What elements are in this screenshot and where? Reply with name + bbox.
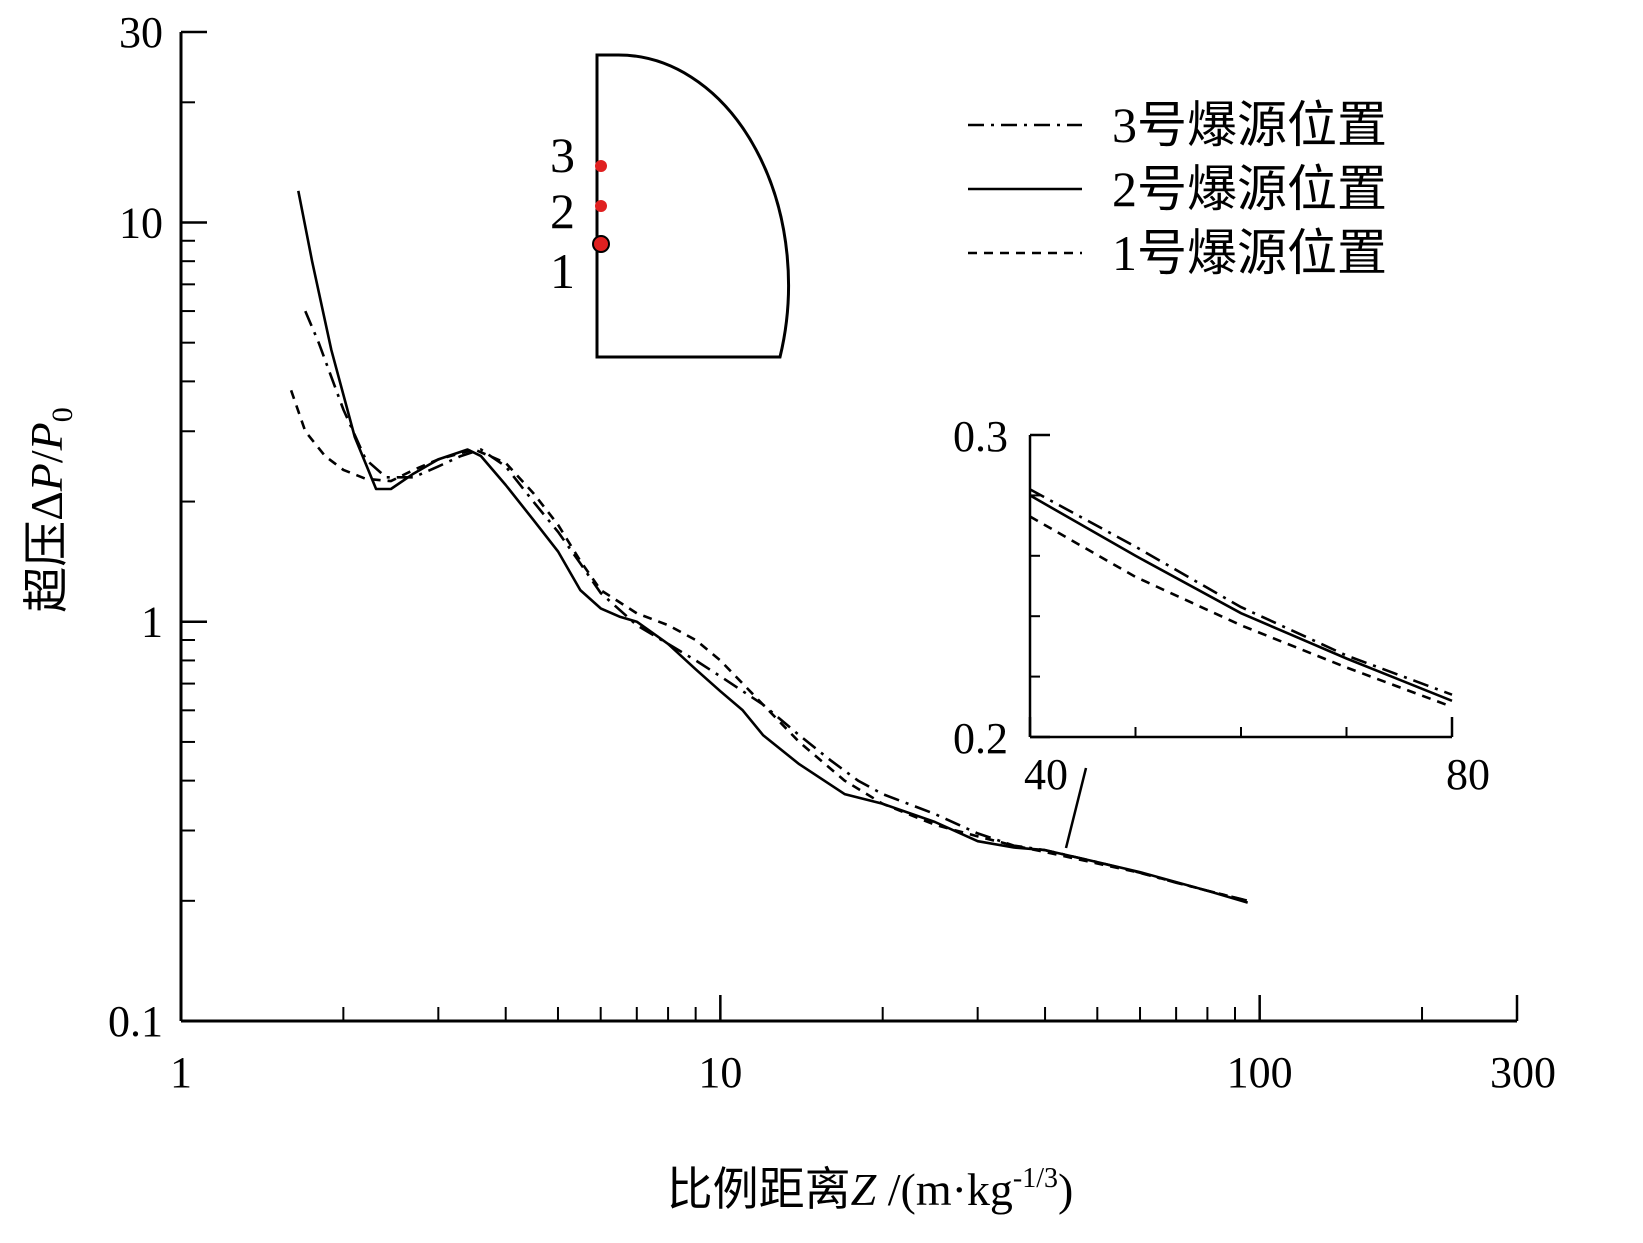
x-tick-label: 10: [698, 1048, 742, 1097]
inset-series-line-1: [1029, 515, 1453, 709]
schematic-inset: 3 2 1: [550, 53, 791, 359]
legend-label: 3号爆源位置: [1112, 97, 1387, 153]
inset-x-tick-label: 80: [1446, 750, 1490, 799]
source-marker-3: [595, 160, 607, 172]
x-axis-title-unit-sup: -1/3: [1013, 1163, 1058, 1194]
x-tick-label: 300: [1490, 1048, 1556, 1097]
inset-series-line-2: [1029, 494, 1453, 703]
x-axis-title-var: Z: [851, 1164, 877, 1215]
x-axis-title-unit-close: ): [1058, 1164, 1073, 1215]
schematic-outline: [595, 53, 791, 359]
inset-axes: 40 80 0.2 0.3: [953, 412, 1490, 799]
legend-label: 1号爆源位置: [1112, 225, 1387, 281]
main-series-group: [289, 190, 1249, 904]
y-axis-title: 超压ΔP/P0: [21, 407, 79, 613]
inset-series-line-3: [1029, 488, 1453, 696]
x-axis-title-unit: /(m·kg: [876, 1164, 1013, 1215]
inset-series-group: [1029, 488, 1453, 709]
inset-y-tick-label: 0.3: [953, 412, 1008, 461]
source-label-2: 2: [550, 183, 575, 239]
y-axis-title-var2: P: [21, 422, 72, 451]
series-line-3: [304, 310, 1249, 903]
x-axis-title: 比例距离Z /(m·kg-1/3): [667, 1163, 1074, 1215]
inset-leader-line: [1064, 767, 1088, 849]
inset-y-tick-label: 0.2: [953, 714, 1008, 763]
source-marker-2: [595, 200, 607, 212]
source-marker-1: [592, 235, 610, 253]
inset-x-tick-label: 40: [1024, 750, 1068, 799]
series-line-1: [289, 389, 1249, 903]
legend: 3号爆源位置 2号爆源位置 1号爆源位置: [968, 97, 1387, 281]
y-axis-title-slash: /: [21, 450, 72, 463]
x-tick-label: 100: [1227, 1048, 1293, 1097]
legend-label: 2号爆源位置: [1112, 161, 1387, 217]
y-tick-label: 30: [119, 8, 163, 57]
y-axis-title-sub: 0: [46, 407, 79, 422]
x-axis-title-prefix: 比例距离: [667, 1164, 851, 1215]
y-tick-label: 0.1: [108, 997, 163, 1046]
y-axis-title-prefix: 超压Δ: [21, 491, 72, 613]
source-label-3: 3: [550, 127, 575, 183]
series-line-2: [297, 190, 1249, 904]
y-tick-label: 10: [119, 198, 163, 247]
y-axis-title-var1: P: [21, 463, 72, 492]
y-tick-label: 1: [141, 598, 163, 647]
x-tick-label: 1: [170, 1048, 192, 1097]
source-label-1: 1: [550, 243, 575, 299]
